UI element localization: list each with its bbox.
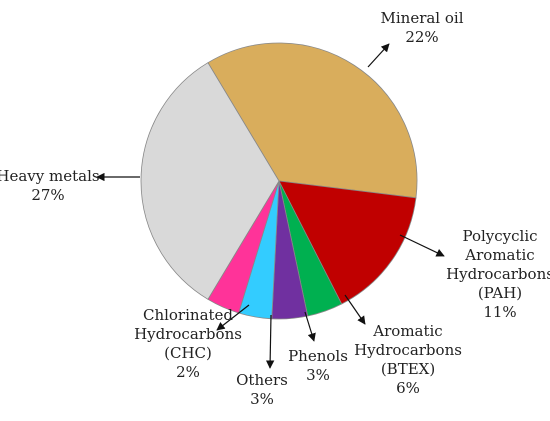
leader-lines	[96, 43, 445, 369]
label-line: Aromatic	[372, 322, 442, 340]
label-line: (CHC)	[164, 344, 212, 362]
leader-arrow-pah	[399, 234, 445, 257]
label-line: Others	[236, 371, 288, 389]
label-percent: 11%	[483, 303, 516, 321]
label-line: Polycyclic	[462, 227, 537, 245]
label-percent: 2%	[176, 363, 200, 381]
label-mineral-oil: Mineral oil 22%	[381, 9, 464, 46]
leader-arrow-others	[265, 314, 275, 369]
label-phenols: Phenols 3%	[288, 347, 348, 384]
label-percent: 22%	[405, 28, 438, 46]
slice-labels: Mineral oil 22%Polycyclic Aromatic Hydrocar…	[0, 9, 550, 408]
label-line: Chlorinated	[143, 306, 233, 324]
leader-arrow-btex	[344, 294, 366, 325]
leader-arrow-chc	[216, 304, 250, 331]
label-line: Mineral oil	[381, 9, 464, 27]
label-chc: Chlorinated Hydrocarbons (CHC) 2%	[134, 306, 242, 381]
slice-pah	[278, 180, 417, 305]
pie-slices	[140, 42, 418, 320]
label-others: Others 3%	[236, 371, 288, 408]
label-percent: 27%	[31, 186, 64, 204]
label-line: Hydrocarbons	[354, 341, 462, 359]
label-heavy-metals: Heavy metals 27%	[0, 167, 100, 204]
label-percent: 3%	[306, 366, 330, 384]
label-percent: 6%	[396, 379, 420, 397]
label-pah: Polycyclic Aromatic Hydrocarbons (PAH) 11%	[446, 227, 550, 321]
slice-mineral-oil	[207, 42, 418, 199]
label-percent: 3%	[250, 390, 274, 408]
label-line: Aromatic	[464, 246, 534, 264]
label-line: (PAH)	[478, 284, 522, 302]
leader-arrow-phenols	[304, 311, 316, 342]
label-line: Hydrocarbons	[134, 325, 242, 343]
leader-arrow-mineral-oil	[367, 43, 390, 68]
label-line: Heavy metals	[0, 167, 100, 185]
label-btex: Aromatic Hydrocarbons (BTEX) 6%	[354, 322, 462, 397]
slice-heavy-metals	[140, 62, 280, 300]
label-line: Hydrocarbons	[446, 265, 550, 283]
label-line: Phenols	[288, 347, 348, 365]
label-line: (BTEX)	[381, 360, 435, 378]
